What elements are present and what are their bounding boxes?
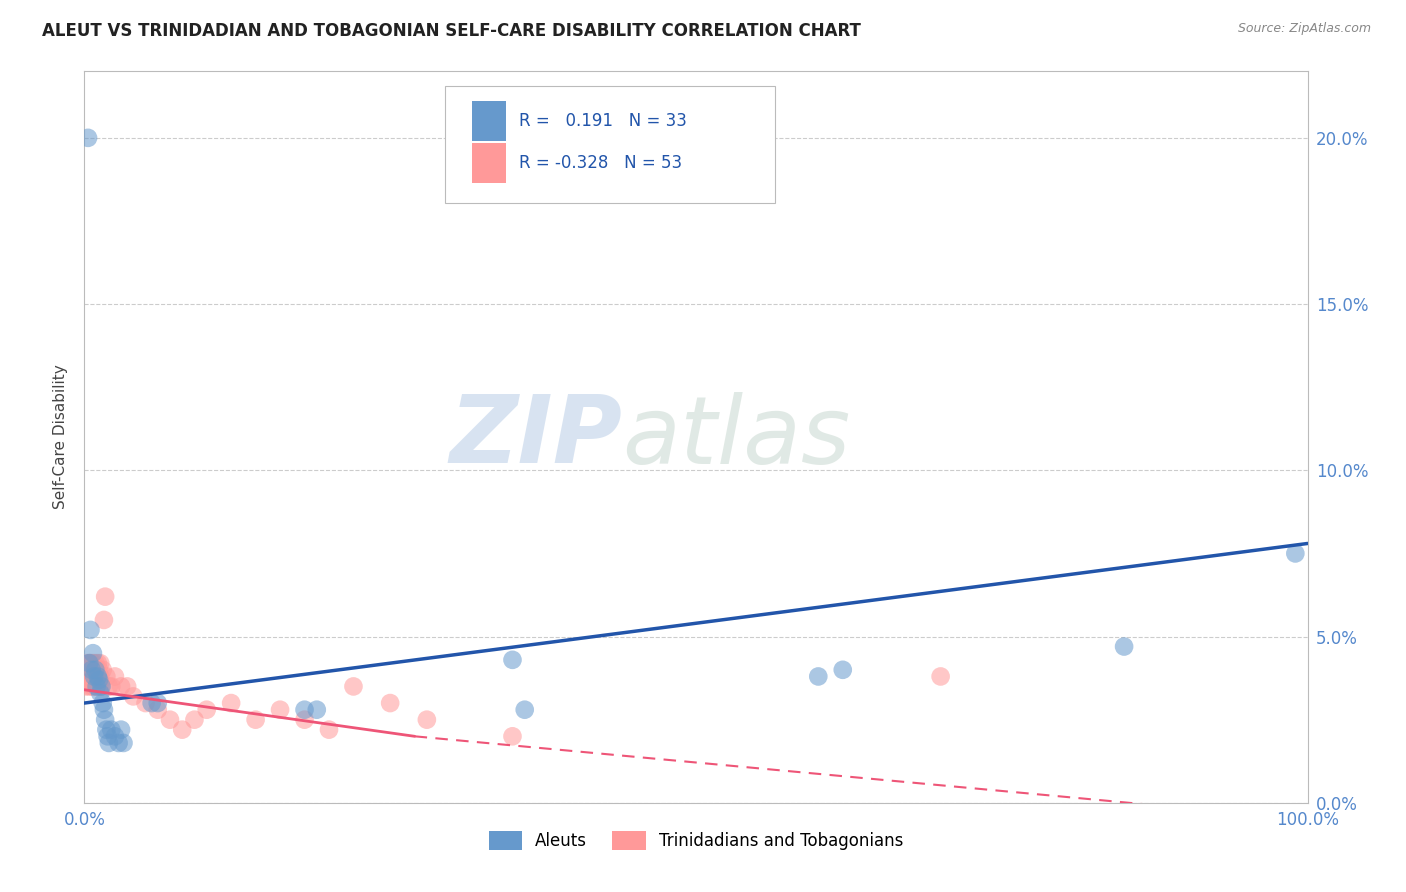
Point bbox=[807, 669, 830, 683]
Point bbox=[342, 680, 364, 694]
Point bbox=[77, 680, 100, 694]
Point bbox=[100, 723, 122, 737]
Point bbox=[219, 696, 242, 710]
Legend: Aleuts, Trinidadians and Tobagonians: Aleuts, Trinidadians and Tobagonians bbox=[482, 824, 910, 856]
Point bbox=[159, 713, 181, 727]
Point bbox=[502, 653, 524, 667]
Point bbox=[77, 663, 100, 677]
Point bbox=[84, 663, 107, 677]
Point bbox=[90, 680, 112, 694]
Point bbox=[89, 686, 111, 700]
Point bbox=[82, 656, 104, 670]
Point bbox=[96, 669, 118, 683]
Point bbox=[380, 696, 402, 710]
Text: R = -0.328   N = 53: R = -0.328 N = 53 bbox=[519, 153, 682, 172]
Point bbox=[146, 696, 169, 710]
Point bbox=[107, 736, 129, 750]
Point bbox=[294, 703, 316, 717]
Point bbox=[87, 669, 110, 683]
FancyBboxPatch shape bbox=[472, 143, 506, 183]
Point bbox=[80, 680, 103, 694]
Point bbox=[87, 663, 110, 677]
Point bbox=[79, 669, 101, 683]
Point bbox=[79, 656, 101, 670]
Point bbox=[146, 703, 169, 717]
Point bbox=[87, 680, 110, 694]
Point bbox=[97, 680, 120, 694]
Point bbox=[1114, 640, 1136, 654]
FancyBboxPatch shape bbox=[472, 101, 506, 141]
Point bbox=[416, 713, 439, 727]
Text: atlas: atlas bbox=[623, 392, 851, 483]
Point bbox=[96, 723, 118, 737]
Point bbox=[122, 690, 145, 704]
Point bbox=[502, 729, 524, 743]
Point bbox=[75, 680, 97, 694]
Point bbox=[86, 663, 108, 677]
Point bbox=[831, 663, 853, 677]
Point bbox=[82, 669, 104, 683]
Point bbox=[305, 703, 328, 717]
Point bbox=[76, 669, 98, 683]
Point bbox=[269, 703, 291, 717]
Point bbox=[110, 723, 132, 737]
Point bbox=[77, 676, 100, 690]
Point bbox=[82, 646, 104, 660]
Point bbox=[141, 696, 163, 710]
Point bbox=[100, 680, 122, 694]
Point bbox=[83, 669, 105, 683]
Point bbox=[80, 663, 103, 677]
Point bbox=[195, 703, 218, 717]
Point bbox=[135, 696, 157, 710]
Point bbox=[97, 736, 120, 750]
Text: R =   0.191   N = 33: R = 0.191 N = 33 bbox=[519, 112, 686, 130]
Point bbox=[79, 623, 101, 637]
Point bbox=[75, 663, 97, 677]
Point bbox=[1284, 546, 1306, 560]
Point bbox=[76, 656, 98, 670]
Point bbox=[93, 613, 115, 627]
Point bbox=[172, 723, 194, 737]
Point bbox=[89, 656, 111, 670]
Point bbox=[83, 680, 105, 694]
Text: ALEUT VS TRINIDADIAN AND TOBAGONIAN SELF-CARE DISABILITY CORRELATION CHART: ALEUT VS TRINIDADIAN AND TOBAGONIAN SELF… bbox=[42, 22, 860, 40]
Point bbox=[90, 680, 112, 694]
Point bbox=[110, 680, 132, 694]
Point bbox=[87, 656, 110, 670]
Point bbox=[183, 713, 205, 727]
Point bbox=[77, 656, 100, 670]
Point bbox=[77, 131, 100, 145]
Point bbox=[84, 669, 107, 683]
Point bbox=[87, 673, 110, 687]
Point bbox=[91, 696, 114, 710]
Point bbox=[77, 656, 100, 670]
Point bbox=[87, 669, 110, 683]
FancyBboxPatch shape bbox=[446, 86, 776, 203]
Y-axis label: Self-Care Disability: Self-Care Disability bbox=[52, 365, 67, 509]
Point bbox=[83, 663, 105, 677]
Point bbox=[513, 703, 536, 717]
Point bbox=[115, 680, 138, 694]
Point bbox=[86, 680, 108, 694]
Point bbox=[91, 663, 114, 677]
Point bbox=[80, 663, 103, 677]
Point bbox=[112, 736, 135, 750]
Point bbox=[245, 713, 267, 727]
Point bbox=[89, 669, 111, 683]
Point bbox=[97, 729, 120, 743]
Point bbox=[86, 680, 108, 694]
Point bbox=[318, 723, 340, 737]
Text: ZIP: ZIP bbox=[450, 391, 623, 483]
Point bbox=[94, 713, 117, 727]
Point bbox=[94, 590, 117, 604]
Point bbox=[104, 669, 127, 683]
Point bbox=[929, 669, 952, 683]
Point bbox=[104, 729, 127, 743]
Point bbox=[93, 703, 115, 717]
Point bbox=[294, 713, 316, 727]
Point bbox=[84, 656, 107, 670]
Text: Source: ZipAtlas.com: Source: ZipAtlas.com bbox=[1237, 22, 1371, 36]
